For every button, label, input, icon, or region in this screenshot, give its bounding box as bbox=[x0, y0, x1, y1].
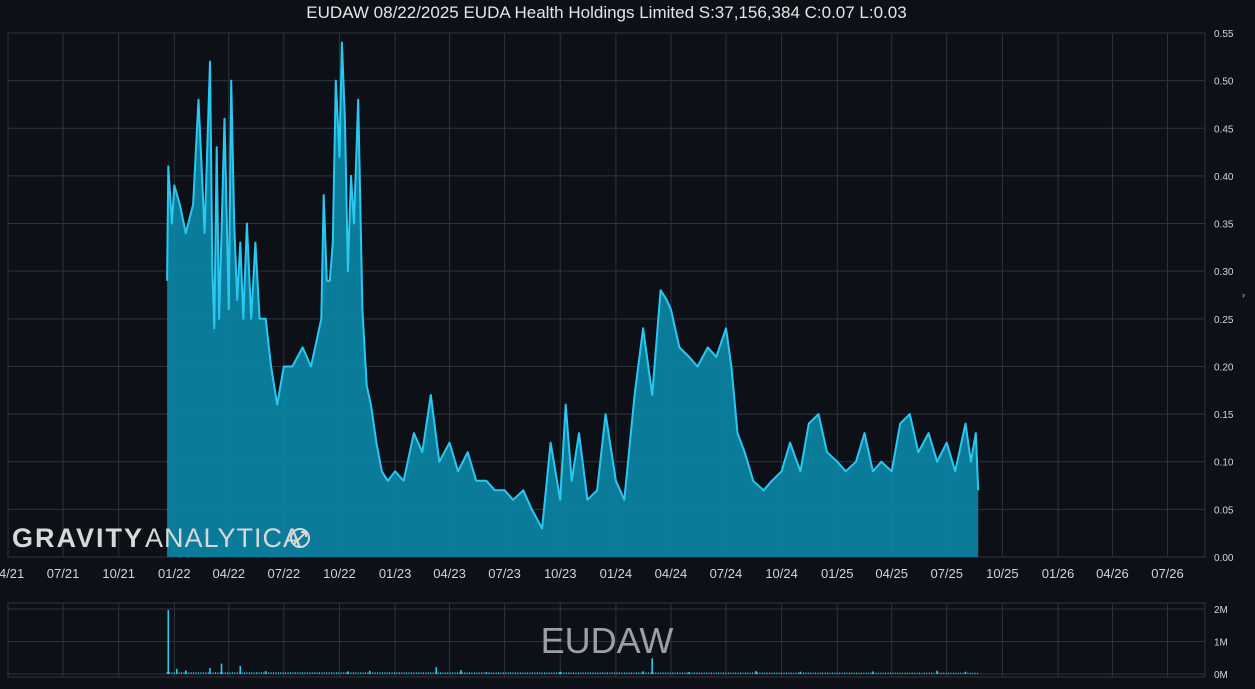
axis-marker-icon: › bbox=[1242, 290, 1245, 300]
volume-bars bbox=[166, 609, 979, 674]
x-tick-label: 04/22 bbox=[212, 566, 245, 581]
x-tick-label: 01/22 bbox=[158, 566, 191, 581]
x-tick-label: 10/24 bbox=[765, 566, 798, 581]
chart-title: EUDAW 08/22/2025 EUDA Health Holdings Li… bbox=[306, 3, 907, 22]
volume-y-tick-label: 0M bbox=[1214, 670, 1228, 681]
x-tick-label: 07/23 bbox=[488, 566, 521, 581]
x-tick-label: 04/23 bbox=[433, 566, 466, 581]
y-tick-label: 0.45 bbox=[1214, 124, 1234, 135]
x-tick-label: 01/23 bbox=[379, 566, 412, 581]
y-tick-label: 0.40 bbox=[1214, 172, 1234, 183]
y-tick-label: 0.20 bbox=[1214, 362, 1234, 373]
x-tick-label: 04/21 bbox=[0, 566, 24, 581]
gravity-analytica-logo: GRAVITY ANALYTICA bbox=[12, 523, 310, 553]
x-tick-label: 04/26 bbox=[1096, 566, 1129, 581]
ticker-watermark: EUDAW bbox=[541, 620, 674, 661]
x-tick-label: 10/25 bbox=[986, 566, 1019, 581]
logo-text-bold: GRAVITY bbox=[12, 523, 144, 553]
y-tick-label: 0.05 bbox=[1214, 505, 1234, 516]
y-tick-label: 0.55 bbox=[1214, 29, 1234, 40]
y-tick-label: 0.00 bbox=[1214, 553, 1234, 564]
x-axis-ticks: 04/21 07/21 10/21 01/22 04/22 07/22 10/22 01/23… bbox=[0, 566, 1184, 581]
x-tick-label: 01/25 bbox=[821, 566, 854, 581]
x-tick-label: 01/24 bbox=[600, 566, 633, 581]
y-tick-label: 0.50 bbox=[1214, 77, 1234, 88]
y-tick-label: 0.25 bbox=[1214, 315, 1234, 326]
x-tick-label: 07/24 bbox=[710, 566, 743, 581]
price-line bbox=[166, 41, 980, 530]
volume-y-axis-ticks: 0M 1M 2M bbox=[1214, 605, 1228, 681]
x-tick-label: 10/22 bbox=[323, 566, 356, 581]
x-tick-label: 01/26 bbox=[1042, 566, 1075, 581]
x-tick-label: 10/21 bbox=[102, 566, 135, 581]
x-tick-label: 07/26 bbox=[1151, 566, 1184, 581]
volume-grid bbox=[7, 602, 1206, 678]
x-tick-label: 04/24 bbox=[655, 566, 688, 581]
rocket-icon bbox=[290, 528, 310, 548]
y-tick-label: 0.30 bbox=[1214, 267, 1234, 278]
price-series bbox=[166, 41, 980, 557]
x-tick-label: 07/25 bbox=[930, 566, 963, 581]
y-tick-label: 0.15 bbox=[1214, 410, 1234, 421]
logo-text-light: ANALYTICA bbox=[145, 523, 302, 553]
y-tick-label: 0.10 bbox=[1214, 458, 1234, 469]
y-axis-ticks: 0.00 0.05 0.10 0.15 0.20 0.25 0.30 0.35 0.40 0.45… bbox=[1214, 29, 1234, 564]
y-tick-label: 0.35 bbox=[1214, 220, 1234, 231]
price-area-fill bbox=[167, 42, 979, 557]
x-tick-label: 04/25 bbox=[875, 566, 908, 581]
x-tick-label: 10/23 bbox=[544, 566, 577, 581]
x-tick-label: 07/21 bbox=[47, 566, 80, 581]
volume-y-tick-label: 2M bbox=[1214, 605, 1228, 616]
x-tick-label: 07/22 bbox=[268, 566, 301, 581]
price-area bbox=[166, 41, 980, 557]
volume-y-tick-label: 1M bbox=[1214, 638, 1228, 649]
